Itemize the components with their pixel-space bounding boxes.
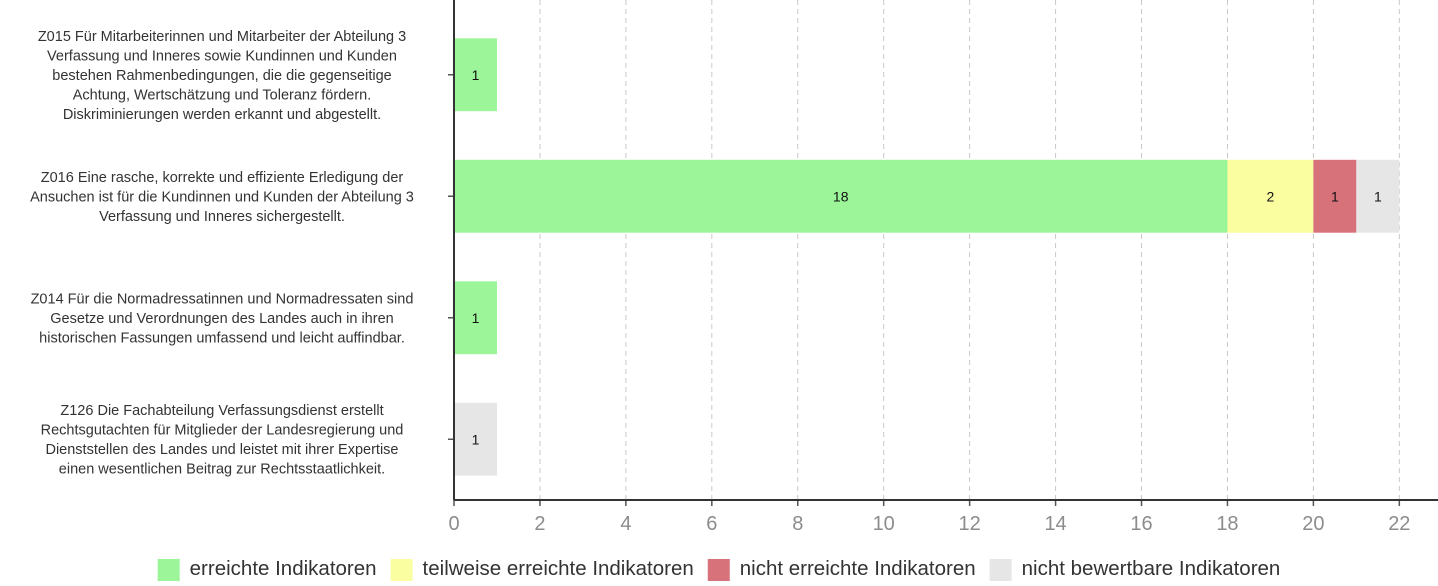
data-label: 2 [1267,188,1275,204]
category-label-line: einen wesentlichen Beitrag zur Rechtssta… [59,462,385,478]
grid-lines [539,0,1400,500]
data-label: 1 [1374,188,1382,204]
x-tick-label: 12 [959,513,981,535]
bar-segment [454,402,497,476]
bar-segment [454,38,497,112]
bar-segment [1356,159,1400,233]
legend-label: erreichte Indikatoren [190,557,377,580]
category-label-line: Z015 Für Mitarbeiterinnen und Mitarbeite… [38,29,406,45]
category-label-line: Gesetze und Verordnungen des Landes auch… [50,311,393,327]
category-label: Z126 Die Fachabteilung Verfassungsdienst… [41,403,404,478]
legend-swatch [390,559,413,581]
x-tick-label: 16 [1130,513,1152,535]
bars [454,38,1400,476]
bar-segment [454,159,1228,233]
x-tick-label: 20 [1302,513,1324,535]
legend-label: teilweise erreichte Indikatoren [423,557,694,580]
category-label-line: Dienststellen des Landes und leistet mit… [45,442,398,458]
category-label: Z016 Eine rasche, korrekte und effizient… [30,170,414,225]
data-label: 1 [472,310,480,326]
x-tick-label: 10 [873,513,895,535]
x-tick-label: 6 [706,513,717,535]
category-label-line: Z016 Eine rasche, korrekte und effizient… [41,170,404,186]
category-labels: Z015 Für Mitarbeiterinnen und Mitarbeite… [30,29,414,478]
category-label-line: Ansuchen ist für die Kundinnen und Kunde… [30,189,414,205]
category-label-line: Verfassung und Inneres sowie Kundinnen u… [47,48,397,64]
legend-label: nicht bewertbare Indikatoren [1022,557,1281,580]
data-label: 18 [833,188,849,204]
x-tick-label: 8 [792,513,803,535]
category-label-line: Z014 Für die Normadressatinnen und Norma… [31,291,414,307]
legend-swatch [707,559,730,581]
category-label-line: Verfassung und Inneres sichergestellt. [99,209,345,225]
category-label-line: Rechtsgutachten für Mitglieder der Lande… [41,423,404,439]
legend-swatch [157,559,180,581]
bar-segment [1227,159,1314,233]
legend-label: nicht erreichte Indikatoren [740,557,976,580]
category-label: Z014 Für die Normadressatinnen und Norma… [31,291,414,346]
x-tick-label: 22 [1388,513,1410,535]
data-label: 1 [472,67,480,83]
x-tick-labels: 0 2 4 6 8 10 12 14 16 18 20 22 [448,513,1410,535]
bar-segment [1313,159,1357,233]
data-label: 1 [1331,188,1339,204]
x-tick-label: 4 [620,513,631,535]
data-labels: 1 18 2 1 1 1 1 [472,67,1382,448]
legend-swatch [989,559,1012,581]
x-tick-label: 18 [1216,513,1238,535]
category-label-line: Z126 Die Fachabteilung Verfassungsdienst… [60,403,383,419]
category-label-line: historischen Fassungen umfassend und lei… [39,330,405,346]
category-label: Z015 Für Mitarbeiterinnen und Mitarbeite… [38,29,406,123]
axes [448,0,1438,506]
category-label-line: bestehen Rahmenbedingungen, die die gege… [52,68,391,84]
category-label-line: Diskriminierungen werden erkannt und abg… [63,107,381,123]
category-label-line: Achtung, Wertschätzung und Toleranz förd… [73,87,372,103]
legend: erreichte Indikatoren teilweise erreichte… [157,557,1281,581]
x-tick-label: 14 [1044,513,1066,535]
bar-segment [454,281,497,355]
x-tick-label: 0 [448,513,459,535]
x-tick-label: 2 [534,513,545,535]
data-label: 1 [472,431,480,447]
